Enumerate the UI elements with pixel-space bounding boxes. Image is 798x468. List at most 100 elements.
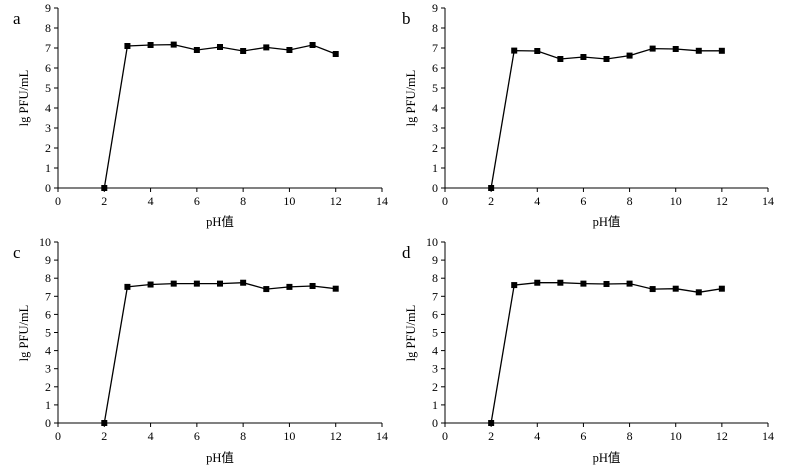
data-point-marker (718, 47, 725, 54)
x-tick-label: 4 (534, 429, 540, 443)
data-point-marker (626, 280, 633, 287)
data-point-marker (147, 281, 154, 288)
y-tick-label: 9 (45, 1, 51, 15)
panel-label: b (402, 9, 411, 28)
y-tick-label: 7 (432, 41, 438, 55)
x-tick-label: 10 (283, 429, 295, 443)
x-axis-title: pH值 (206, 450, 234, 465)
series-line (490, 282, 723, 424)
series-line (103, 282, 336, 424)
x-tick-label: 2 (101, 429, 107, 443)
data-point-marker (240, 48, 247, 54)
x-tick-label: 12 (716, 194, 728, 208)
y-tick-label: 10 (426, 235, 438, 249)
y-tick-label: 1 (432, 161, 438, 175)
data-point-marker (649, 286, 656, 293)
y-tick-label: 6 (432, 307, 438, 321)
y-tick-label: 6 (45, 61, 51, 75)
data-point-marker (534, 48, 541, 54)
y-tick-label: 0 (432, 416, 438, 430)
data-point-marker (170, 280, 177, 287)
data-point-marker (580, 54, 587, 60)
data-point-marker (263, 286, 270, 293)
x-tick-label: 0 (442, 194, 448, 208)
data-point-marker (101, 420, 108, 426)
data-point-marker (603, 56, 610, 62)
x-tick-label: 0 (55, 194, 61, 208)
y-tick-label: 9 (45, 253, 51, 267)
x-tick-label: 12 (330, 429, 342, 443)
x-tick-label: 6 (194, 429, 200, 443)
x-tick-label: 4 (148, 429, 154, 443)
data-point-marker (649, 45, 656, 52)
data-point-marker (511, 47, 518, 54)
data-point-marker (263, 44, 270, 51)
panel-label: c (13, 243, 21, 262)
y-tick-label: 3 (45, 121, 51, 135)
y-axis-title: lg PFU/mL (17, 70, 31, 127)
x-tick-label: 12 (330, 194, 342, 208)
data-point-marker (124, 283, 131, 290)
y-tick-label: 4 (45, 101, 51, 115)
y-tick-label: 5 (432, 81, 438, 95)
y-tick-label: 9 (432, 253, 438, 267)
data-point-marker (170, 41, 177, 48)
data-point-marker (488, 420, 495, 426)
data-point-marker (557, 279, 564, 286)
x-axis-title: pH值 (593, 214, 621, 229)
series-line (490, 47, 722, 189)
y-tick-label: 5 (432, 326, 438, 340)
data-point-marker (309, 282, 316, 289)
y-tick-label: 10 (39, 235, 51, 249)
data-point-marker (286, 47, 293, 53)
y-tick-label: 9 (432, 1, 438, 15)
y-tick-label: 8 (432, 271, 438, 285)
y-tick-label: 4 (432, 101, 438, 115)
y-axis-title: lg PFU/mL (404, 70, 418, 127)
y-tick-label: 8 (45, 21, 51, 35)
panel-label: a (13, 9, 21, 28)
x-tick-label: 6 (580, 429, 586, 443)
data-point-marker (672, 285, 679, 292)
data-point-marker (695, 47, 702, 54)
y-tick-label: 0 (45, 416, 51, 430)
y-tick-label: 1 (45, 398, 51, 412)
x-tick-label: 12 (716, 429, 728, 443)
y-tick-label: 5 (45, 81, 51, 95)
data-point-marker (193, 47, 200, 53)
y-tick-label: 7 (45, 41, 51, 55)
x-tick-label: 0 (55, 429, 61, 443)
y-tick-label: 8 (45, 271, 51, 285)
data-point-marker (217, 280, 223, 287)
x-tick-label: 8 (240, 429, 246, 443)
x-tick-label: 2 (488, 194, 494, 208)
x-axis-title: pH值 (593, 450, 621, 465)
x-tick-label: 14 (376, 194, 388, 208)
y-tick-label: 3 (432, 362, 438, 376)
y-tick-label: 0 (45, 181, 51, 195)
y-tick-label: 3 (432, 121, 438, 135)
x-tick-label: 14 (762, 194, 774, 208)
data-point-marker (101, 185, 108, 191)
x-tick-label: 10 (283, 194, 295, 208)
y-tick-label: 1 (45, 161, 51, 175)
data-point-marker (217, 44, 223, 50)
data-point-marker (718, 285, 725, 292)
panel-label: d (402, 243, 411, 262)
y-tick-label: 3 (45, 362, 51, 376)
data-point-marker (488, 185, 495, 191)
x-tick-label: 8 (240, 194, 246, 208)
data-point-marker (534, 279, 541, 286)
y-tick-label: 7 (432, 289, 438, 303)
x-tick-label: 8 (627, 429, 633, 443)
y-tick-label: 1 (432, 398, 438, 412)
y-axis-title: lg PFU/mL (17, 305, 31, 362)
data-point-marker (309, 42, 316, 48)
data-point-marker (240, 279, 247, 286)
x-tick-label: 2 (101, 194, 107, 208)
x-tick-label: 6 (580, 194, 586, 208)
x-tick-label: 14 (762, 429, 774, 443)
y-tick-label: 2 (432, 141, 438, 155)
